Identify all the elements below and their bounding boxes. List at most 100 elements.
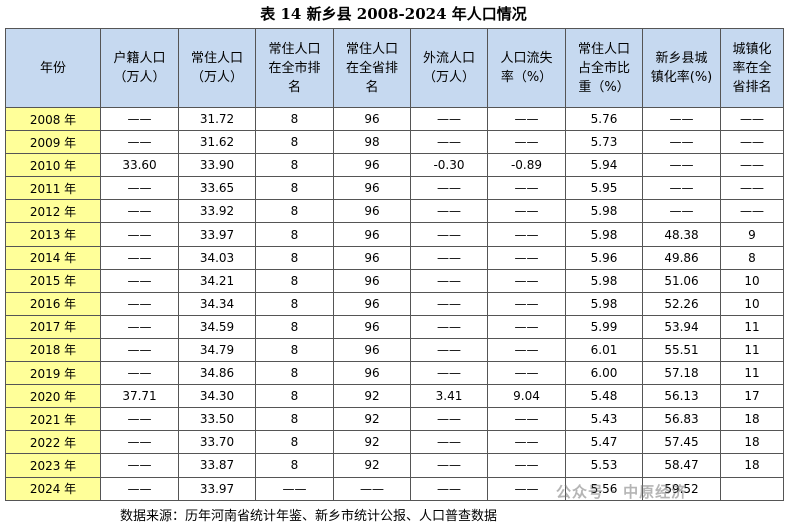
table-row: 2022 年 —— 33.70 8 92 —— —— 5.47 57.45 18 <box>5 430 784 455</box>
data-cell: 96 <box>333 153 411 178</box>
header-cell: 新乡县城镇化率(%) <box>642 28 721 108</box>
data-cell: 49.86 <box>642 245 721 270</box>
header-cell: 常住人口 占全市比 重（%） <box>565 28 643 108</box>
header-line: （万人） <box>422 70 475 85</box>
data-cell: 56.13 <box>642 384 721 409</box>
data-cell: —— <box>487 176 566 201</box>
data-cell: 5.98 <box>565 199 643 224</box>
data-cell: —— <box>100 106 179 132</box>
data-cell: 96 <box>333 222 411 247</box>
header-line: 年份 <box>39 60 66 76</box>
data-cell: -0.89 <box>487 153 566 178</box>
data-cell: 8 <box>255 199 334 224</box>
data-cell: —— <box>487 199 566 224</box>
data-cell: —— <box>100 199 179 224</box>
header-cell: 城镇化 率在全 省排名 <box>720 28 784 108</box>
data-cell: 9.04 <box>487 384 566 409</box>
data-cell: 8 <box>255 153 334 178</box>
data-cell: —— <box>410 337 488 363</box>
data-cell: —— <box>487 268 566 293</box>
data-cell: 96 <box>333 291 411 316</box>
data-cell: 8 <box>255 130 334 155</box>
data-cell: 34.59 <box>178 314 256 339</box>
table-row: 2017 年 —— 34.59 8 96 —— —— 5.99 53.94 11 <box>5 314 784 339</box>
data-cell: 5.94 <box>565 153 643 178</box>
table-row: 2010 年 33.60 33.90 8 96 -0.30 -0.89 5.94 —— —— <box>5 153 784 178</box>
data-cell: —— <box>720 176 784 201</box>
data-cell: 8 <box>255 384 334 409</box>
year-cell: 2008 年 <box>5 106 101 132</box>
data-cell: 8 <box>255 176 334 201</box>
data-cell: —— <box>487 291 566 316</box>
data-cell: 5.99 <box>565 314 643 339</box>
year-cell: 2011 年 <box>5 176 101 201</box>
data-cell: —— <box>100 314 179 339</box>
data-cell: —— <box>100 222 179 247</box>
data-cell: —— <box>410 268 488 293</box>
data-cell: 37.71 <box>100 384 179 409</box>
data-cell: —— <box>410 130 488 155</box>
data-cell: —— <box>487 430 566 455</box>
data-cell: —— <box>410 430 488 455</box>
data-cell: —— <box>720 130 784 155</box>
data-cell: 5.53 <box>565 453 643 478</box>
data-cell: —— <box>100 476 179 501</box>
table-row: 2023 年 —— 33.87 8 92 —— —— 5.53 58.47 18 <box>5 453 784 478</box>
table-row: 2009 年 —— 31.62 8 98 —— —— 5.73 —— —— <box>5 130 784 155</box>
data-cell: 33.87 <box>178 453 256 478</box>
table-row: 2016 年 —— 34.34 8 96 —— —— 5.98 52.26 10 <box>5 291 784 316</box>
data-cell: 51.06 <box>642 268 721 293</box>
data-cell: —— <box>410 106 488 132</box>
data-cell: 5.98 <box>565 222 643 247</box>
data-cell: 96 <box>333 268 411 293</box>
header-cell: 户籍人口 （万人） <box>100 28 179 108</box>
data-cell: 8 <box>255 245 334 270</box>
data-cell: 33.60 <box>100 153 179 178</box>
data-cell: 8 <box>255 222 334 247</box>
data-cell: 8 <box>255 337 334 363</box>
header-line: 占全市比 <box>577 60 630 76</box>
header-line: 常住人口 <box>190 51 243 66</box>
data-cell: 8 <box>255 291 334 316</box>
header-line: 在全市排 <box>268 60 321 76</box>
table-body: 2008 年 —— 31.72 8 96 —— —— 5.76 —— —— 2009 年 —— 31.6… <box>5 106 784 501</box>
header-line: 外流人口 <box>422 51 475 66</box>
data-cell: 58.47 <box>642 453 721 478</box>
data-cell: —— <box>100 337 179 363</box>
data-cell: 34.21 <box>178 268 256 293</box>
header-line: 镇化率(%) <box>650 70 713 85</box>
data-cell: 96 <box>333 314 411 339</box>
data-cell: 33.92 <box>178 199 256 224</box>
data-cell: 52.26 <box>642 291 721 316</box>
data-cell: 56.83 <box>642 407 721 432</box>
data-cell: —— <box>100 245 179 270</box>
data-cell: —— <box>642 153 721 178</box>
watermark: 公众号 · 中原经济 <box>556 483 688 501</box>
data-cell: —— <box>487 245 566 270</box>
header-cell: 常住人口 在全省排名 <box>333 28 411 108</box>
data-cell: —— <box>410 314 488 339</box>
data-cell: 34.30 <box>178 384 256 409</box>
table-row: 2020 年 37.71 34.30 8 92 3.41 9.04 5.48 56.13 17 <box>5 384 784 409</box>
header-line: 新乡县城 <box>655 51 708 66</box>
year-cell: 2015 年 <box>5 268 101 293</box>
table-row: 2019 年 —— 34.86 8 96 —— —— 6.00 57.18 11 <box>5 361 784 386</box>
data-cell: —— <box>100 407 179 432</box>
year-cell: 2014 年 <box>5 245 101 270</box>
table-row: 2008 年 —— 31.72 8 96 —— —— 5.76 —— —— <box>5 106 784 132</box>
header-line: 户籍人口 <box>113 51 166 66</box>
header-row: 年份 户籍人口 （万人） 常住人口 （万人） 常住人口 在全市排名常住人口 在全省排名外流人口… <box>5 28 784 108</box>
data-cell: —— <box>487 337 566 363</box>
data-cell: —— <box>410 199 488 224</box>
data-cell: 10 <box>720 291 784 316</box>
data-cell: —— <box>642 176 721 201</box>
data-cell: —— <box>410 176 488 201</box>
data-cell: —— <box>720 153 784 178</box>
data-cell: —— <box>487 361 566 386</box>
header-line: 率在全 <box>732 60 772 76</box>
year-cell: 2017 年 <box>5 314 101 339</box>
data-cell: —— <box>333 476 411 501</box>
data-cell: 18 <box>720 453 784 478</box>
header-line: 常住人口 <box>268 41 321 57</box>
data-cell: 33.50 <box>178 407 256 432</box>
